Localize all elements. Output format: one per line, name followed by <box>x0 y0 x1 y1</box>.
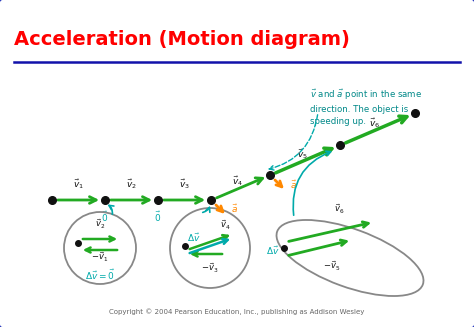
Text: $\Delta\vec{v}$: $\Delta\vec{v}$ <box>187 232 201 244</box>
Text: $\vec{v}_5$: $\vec{v}_5$ <box>297 147 308 161</box>
Text: $\vec{v}_1$: $\vec{v}_1$ <box>73 177 83 191</box>
Text: $\vec{v}_6$: $\vec{v}_6$ <box>334 203 344 216</box>
Text: $\vec{v}_6$: $\vec{v}_6$ <box>369 116 381 130</box>
Text: $-\vec{v}_5$: $-\vec{v}_5$ <box>323 260 341 273</box>
Text: $\vec{v}_4$: $\vec{v}_4$ <box>220 219 230 232</box>
Text: $\vec{v}_4$: $\vec{v}_4$ <box>232 174 244 188</box>
Text: $\vec{0}$: $\vec{0}$ <box>154 210 162 224</box>
Text: $\vec{0}$: $\vec{0}$ <box>101 210 109 224</box>
Text: $\Delta\vec{v}$: $\Delta\vec{v}$ <box>266 245 280 257</box>
Text: $\vec{a}$: $\vec{a}$ <box>231 203 238 215</box>
Text: Acceleration (Motion diagram): Acceleration (Motion diagram) <box>14 30 350 49</box>
Text: $\vec{v}_3$: $\vec{v}_3$ <box>179 177 190 191</box>
Text: $\vec{v}_2$: $\vec{v}_2$ <box>126 177 137 191</box>
Text: $\Delta\vec{v}=\vec{0}$: $\Delta\vec{v}=\vec{0}$ <box>85 268 115 282</box>
Text: $\vec{v}$ and $\vec{a}$ point in the same
direction. The object is
speeding up.: $\vec{v}$ and $\vec{a}$ point in the sam… <box>310 88 422 126</box>
Text: $\vec{v}_2$: $\vec{v}_2$ <box>95 218 105 231</box>
Text: $-\vec{v}_1$: $-\vec{v}_1$ <box>91 251 109 264</box>
Text: $-\vec{v}_3$: $-\vec{v}_3$ <box>201 262 219 275</box>
Text: $\vec{a}$: $\vec{a}$ <box>290 179 297 191</box>
Text: Copyright © 2004 Pearson Education, Inc., publishing as Addison Wesley: Copyright © 2004 Pearson Education, Inc.… <box>109 308 365 315</box>
